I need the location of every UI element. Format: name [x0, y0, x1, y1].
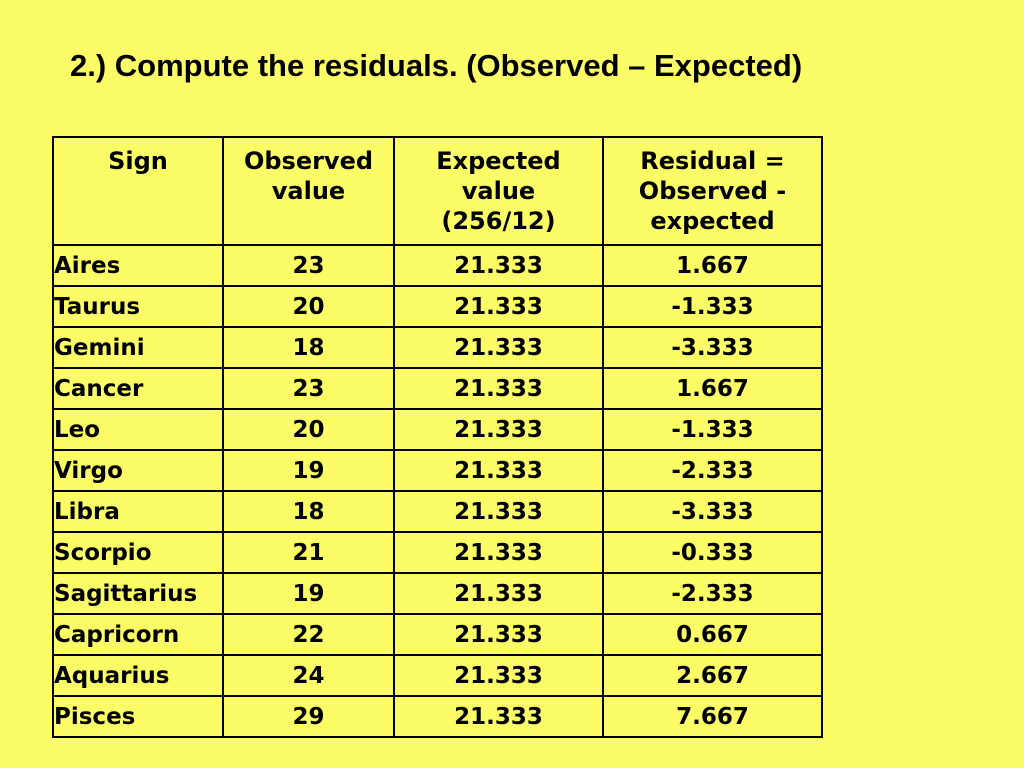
sign-cell: Sagittarius	[52, 572, 224, 615]
expected-cell: 21.333	[393, 490, 604, 533]
expected-cell: 21.333	[393, 449, 604, 492]
residual-cell: -1.333	[602, 408, 823, 451]
page-title: 2.) Compute the residuals. (Observed – E…	[70, 48, 803, 83]
observed-cell: 18	[222, 326, 395, 369]
sign-cell: Virgo	[52, 449, 224, 492]
table-row: Gemini 18 21.333 -3.333	[52, 326, 823, 369]
observed-cell: 23	[222, 244, 395, 287]
sign-cell: Leo	[52, 408, 224, 451]
observed-cell: 19	[222, 449, 395, 492]
table-row: Aquarius 24 21.333 2.667	[52, 654, 823, 697]
observed-cell: 20	[222, 408, 395, 451]
expected-cell: 21.333	[393, 695, 604, 738]
sign-cell: Taurus	[52, 285, 224, 328]
observed-cell: 20	[222, 285, 395, 328]
expected-cell: 21.333	[393, 367, 604, 410]
observed-cell: 23	[222, 367, 395, 410]
observed-cell: 29	[222, 695, 395, 738]
residual-cell: -1.333	[602, 285, 823, 328]
expected-cell: 21.333	[393, 244, 604, 287]
observed-cell: 22	[222, 613, 395, 656]
sign-cell: Libra	[52, 490, 224, 533]
table-row: Scorpio 21 21.333 -0.333	[52, 531, 823, 574]
sign-cell: Scorpio	[52, 531, 224, 574]
sign-cell: Pisces	[52, 695, 224, 738]
observed-cell: 24	[222, 654, 395, 697]
header-residual: Residual = Observed - expected	[602, 136, 823, 246]
table-row: Pisces 29 21.333 7.667	[52, 695, 823, 738]
table-row: Aires 23 21.333 1.667	[52, 244, 823, 287]
residual-cell: -2.333	[602, 572, 823, 615]
header-sign: Sign	[52, 136, 224, 246]
table-row: Sagittarius 19 21.333 -2.333	[52, 572, 823, 615]
residual-cell: -2.333	[602, 449, 823, 492]
residual-cell: 1.667	[602, 367, 823, 410]
residual-cell: -0.333	[602, 531, 823, 574]
observed-cell: 18	[222, 490, 395, 533]
table-row: Virgo 19 21.333 -2.333	[52, 449, 823, 492]
residual-cell: -3.333	[602, 490, 823, 533]
residual-cell: 7.667	[602, 695, 823, 738]
expected-cell: 21.333	[393, 408, 604, 451]
sign-cell: Cancer	[52, 367, 224, 410]
table-row: Capricorn 22 21.333 0.667	[52, 613, 823, 656]
expected-cell: 21.333	[393, 285, 604, 328]
residual-cell: 1.667	[602, 244, 823, 287]
expected-cell: 21.333	[393, 613, 604, 656]
expected-cell: 21.333	[393, 531, 604, 574]
expected-cell: 21.333	[393, 572, 604, 615]
table-row: Taurus 20 21.333 -1.333	[52, 285, 823, 328]
table-body: Aires 23 21.333 1.667 Taurus 20 21.333 -1.333 Ge…	[52, 244, 823, 738]
residual-cell: -3.333	[602, 326, 823, 369]
residuals-table: Sign Observed value Expected value (256/…	[52, 136, 823, 738]
observed-cell: 19	[222, 572, 395, 615]
observed-cell: 21	[222, 531, 395, 574]
sign-cell: Aires	[52, 244, 224, 287]
header-observed: Observed value	[222, 136, 395, 246]
table-row: Leo 20 21.333 -1.333	[52, 408, 823, 451]
sign-cell: Aquarius	[52, 654, 224, 697]
expected-cell: 21.333	[393, 654, 604, 697]
expected-cell: 21.333	[393, 326, 604, 369]
residual-cell: 2.667	[602, 654, 823, 697]
sign-cell: Capricorn	[52, 613, 224, 656]
table-row: Cancer 23 21.333 1.667	[52, 367, 823, 410]
sign-cell: Gemini	[52, 326, 224, 369]
residual-cell: 0.667	[602, 613, 823, 656]
table-header-row: Sign Observed value Expected value (256/…	[52, 136, 823, 246]
table-row: Libra 18 21.333 -3.333	[52, 490, 823, 533]
header-expected: Expected value (256/12)	[393, 136, 604, 246]
